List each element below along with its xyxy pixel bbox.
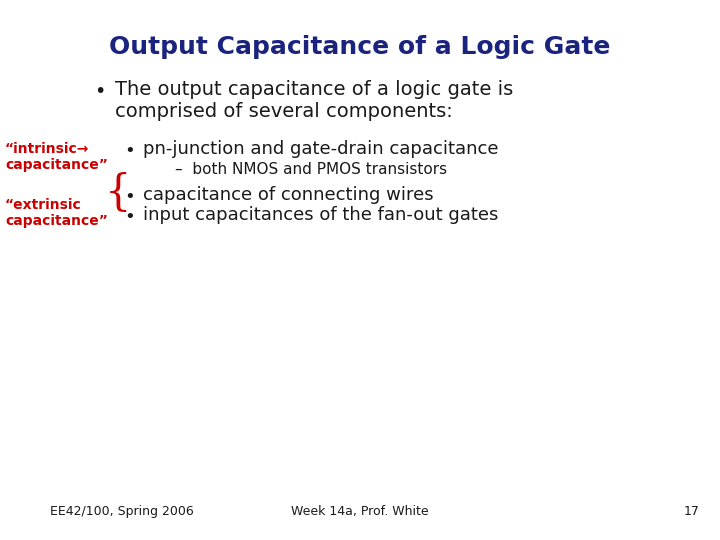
Text: –  both NMOS and PMOS transistors: – both NMOS and PMOS transistors: [175, 162, 447, 177]
Text: EE42/100, Spring 2006: EE42/100, Spring 2006: [50, 505, 194, 518]
Text: Week 14a, Prof. White: Week 14a, Prof. White: [291, 505, 429, 518]
Text: •: •: [125, 208, 135, 226]
Text: pn-junction and gate-drain capacitance: pn-junction and gate-drain capacitance: [143, 140, 498, 158]
Text: “extrinsic: “extrinsic: [5, 198, 82, 212]
Text: capacitance”: capacitance”: [5, 158, 108, 172]
Text: {: {: [104, 172, 131, 214]
Text: The output capacitance of a logic gate is: The output capacitance of a logic gate i…: [115, 80, 513, 99]
Text: capacitance of connecting wires: capacitance of connecting wires: [143, 186, 433, 204]
Text: 17: 17: [684, 505, 700, 518]
Text: •: •: [125, 142, 135, 160]
Text: •: •: [125, 188, 135, 206]
Text: “intrinsic→: “intrinsic→: [5, 142, 89, 156]
Text: capacitance”: capacitance”: [5, 214, 108, 228]
Text: input capacitances of the fan-out gates: input capacitances of the fan-out gates: [143, 206, 498, 224]
Text: •: •: [94, 82, 106, 101]
Text: comprised of several components:: comprised of several components:: [115, 102, 453, 121]
Text: Output Capacitance of a Logic Gate: Output Capacitance of a Logic Gate: [109, 35, 611, 59]
